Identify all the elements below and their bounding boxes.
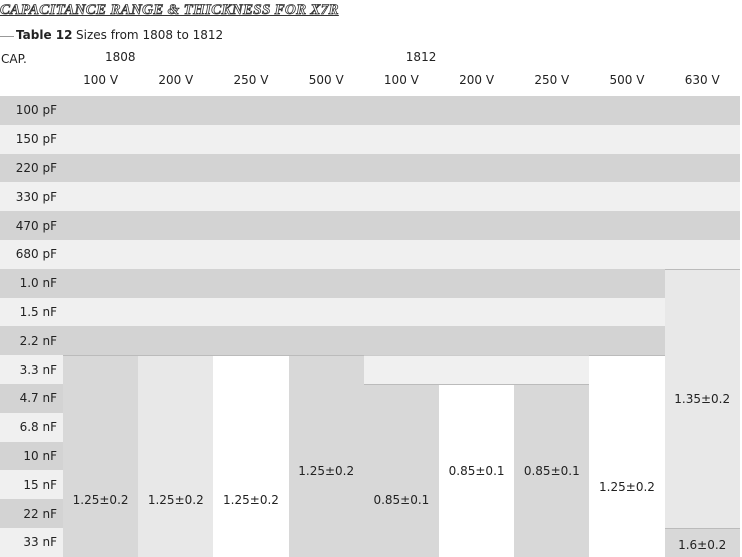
voltage-header: 250 V — [233, 73, 269, 87]
row-label: 15 nF — [0, 470, 63, 500]
thickness-value: 1.6±0.2 — [678, 538, 727, 552]
thickness-value: 0.85±0.1 — [523, 464, 580, 478]
thickness-value: 1.25±0.2 — [599, 480, 655, 494]
cap-label: CAP. — [1, 52, 27, 66]
row-stripe — [363, 355, 590, 384]
group-header: 1808 — [105, 50, 136, 64]
thickness-block — [664, 268, 740, 528]
voltage-header: 100 V — [383, 73, 419, 87]
row-label: 22 nF — [0, 499, 63, 528]
row-stripe — [63, 124, 740, 154]
row-label: 33 nF — [0, 528, 63, 557]
row-label: 2.2 nF — [0, 326, 63, 356]
thickness-block — [363, 384, 439, 557]
row-stripe — [63, 297, 665, 327]
thickness-value: 0.85±0.1 — [448, 464, 505, 478]
thickness-block — [439, 384, 515, 557]
thickness-value: 1.25±0.2 — [147, 493, 204, 507]
thickness-block — [288, 355, 364, 557]
thickness-block — [63, 355, 139, 557]
voltage-header: 200 V — [158, 73, 194, 87]
thickness-value: 1.35±0.2 — [674, 392, 731, 406]
voltage-header: 200 V — [459, 73, 495, 87]
row-label: 6.8 nF — [0, 412, 63, 442]
voltage-header: 250 V — [534, 73, 570, 87]
row-label: 4.7 nF — [0, 384, 63, 413]
thickness-block — [664, 528, 740, 557]
row-label: 330 pF — [0, 182, 63, 212]
row-label: 220 pF — [0, 153, 63, 183]
thickness-block — [514, 384, 590, 557]
row-stripe — [63, 268, 665, 298]
thickness-value: 1.25±0.2 — [72, 493, 129, 507]
thickness-value: 1.25±0.2 — [223, 493, 279, 507]
row-stripe — [63, 96, 740, 125]
thickness-block — [589, 355, 665, 557]
group-header: 1812 — [405, 50, 437, 64]
voltage-header: 630 V — [684, 73, 720, 87]
voltage-header: 500 V — [609, 73, 645, 87]
title: CAPACITANCE RANGE & THICKNESS FOR X7R — [0, 2, 339, 19]
row-label: 470 pF — [0, 211, 63, 240]
row-label: 680 pF — [0, 240, 63, 269]
row-label: 3.3 nF — [0, 355, 63, 384]
row-label: 10 nF — [0, 441, 63, 471]
row-label: 1.0 nF — [0, 268, 63, 298]
voltage-header: 500 V — [308, 73, 344, 87]
table-number: Table 12 — [16, 28, 73, 42]
voltage-header: 100 V — [83, 73, 119, 87]
thickness-value: 1.25±0.2 — [298, 464, 355, 478]
thickness-block — [138, 355, 214, 557]
row-stripe — [63, 326, 665, 356]
rule — [0, 36, 14, 37]
thickness-value: 0.85±0.1 — [373, 493, 430, 507]
row-stripe — [63, 240, 740, 269]
row-label: 100 pF — [0, 96, 63, 125]
caption: Sizes from 1808 to 1812 — [76, 28, 224, 42]
row-label: 150 pF — [0, 124, 63, 154]
row-stripe — [63, 211, 740, 240]
row-stripe — [63, 182, 740, 212]
row-label: 1.5 nF — [0, 297, 63, 327]
row-stripe — [63, 153, 740, 183]
thickness-block — [213, 355, 289, 557]
